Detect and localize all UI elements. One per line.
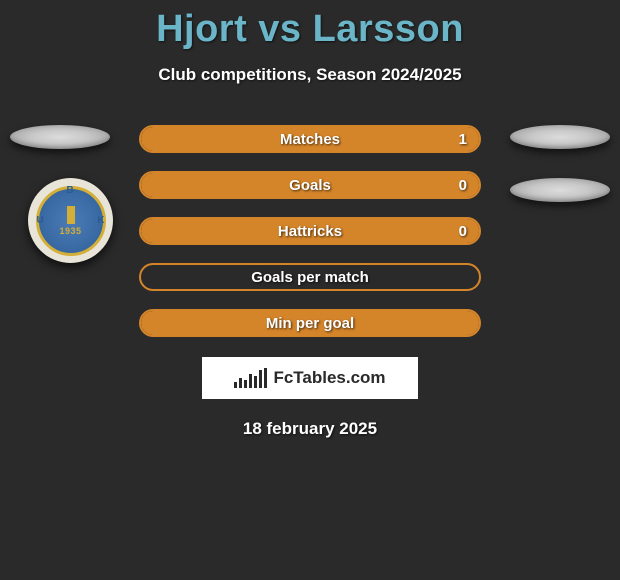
stat-label: Matches <box>280 131 340 148</box>
stat-label: Hattricks <box>278 223 342 240</box>
badge-year: 1935 <box>59 226 81 236</box>
club-badge-inner: U B K 1935 <box>36 186 106 256</box>
chart-icon <box>234 368 267 388</box>
club-badge: U B K 1935 <box>28 178 113 263</box>
stat-bar-goals: Goals 0 <box>139 171 481 199</box>
stat-right-value: 1 <box>459 131 467 148</box>
player-shadow-right-1 <box>510 125 610 149</box>
stat-bar-hattricks: Hattricks 0 <box>139 217 481 245</box>
badge-letter-b: B <box>67 185 74 196</box>
badge-letter-k: K <box>97 215 104 226</box>
badge-letter-u: U <box>37 215 44 226</box>
page-title: Hjort vs Larsson <box>0 0 620 51</box>
stat-right-value: 0 <box>459 223 467 240</box>
subtitle: Club competitions, Season 2024/2025 <box>0 65 620 85</box>
stat-bar-min-per-goal: Min per goal <box>139 309 481 337</box>
player-shadow-left-1 <box>10 125 110 149</box>
fctables-logo[interactable]: FcTables.com <box>202 357 418 399</box>
stat-bar-matches: Matches 1 <box>139 125 481 153</box>
date-label: 18 february 2025 <box>0 419 620 439</box>
badge-tower-icon <box>67 206 75 224</box>
stat-label: Min per goal <box>266 315 354 332</box>
stat-label: Goals <box>289 177 331 194</box>
logo-text: FcTables.com <box>273 368 385 388</box>
stat-bar-goals-per-match: Goals per match <box>139 263 481 291</box>
player-shadow-right-2 <box>510 178 610 202</box>
stat-label: Goals per match <box>251 269 369 286</box>
stat-right-value: 0 <box>459 177 467 194</box>
